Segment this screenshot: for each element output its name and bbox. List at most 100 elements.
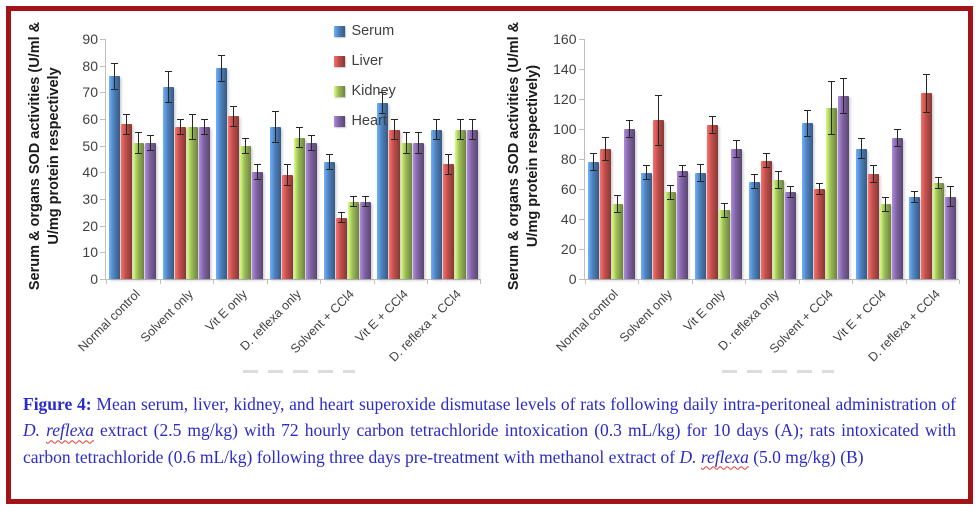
error-bar-line	[896, 130, 898, 146]
error-bar-line	[150, 136, 152, 150]
error-bar	[361, 196, 369, 207]
error-bar-line	[807, 110, 809, 136]
error-bar	[881, 196, 889, 212]
bar-serum	[909, 196, 921, 279]
legend-swatch-icon	[334, 115, 346, 127]
caption-text-2: extract (2.5 mg/kg) with 72 hourly carbo…	[23, 420, 956, 467]
x-axis-tick-mark	[798, 280, 800, 284]
error-bar	[804, 109, 812, 137]
error-bar	[164, 71, 172, 103]
error-bar-line	[179, 120, 181, 134]
bar-kidney	[347, 201, 359, 279]
bar-kidney	[718, 210, 730, 279]
y-axis-tick-label: 10	[82, 244, 98, 261]
x-axis-tick-mark	[638, 280, 640, 284]
y-axis-tick-label: 60	[560, 181, 577, 197]
y-axis-tick-mark	[100, 279, 106, 280]
bar-serum	[587, 162, 599, 279]
x-axis-tick-mark	[584, 280, 586, 284]
chart-panel-a: Serum & organs SOD activities (U/ml & U/m…	[11, 11, 490, 383]
error-bar-line	[382, 93, 384, 113]
bar-heart	[252, 172, 264, 279]
error-bar-line	[699, 164, 701, 181]
error-bar-line	[658, 95, 660, 145]
bar-liver	[174, 127, 186, 279]
error-bar	[786, 186, 794, 198]
bar-heart	[198, 127, 210, 279]
bar-heart	[623, 129, 635, 279]
error-bar-line	[394, 120, 396, 140]
bar-liver	[442, 164, 454, 279]
x-axis-tick-mark	[320, 280, 322, 284]
error-bar	[415, 132, 423, 154]
error-bar	[625, 120, 633, 138]
y-axis-title-line1: Serum & organs SOD activities (U/ml &	[505, 21, 522, 291]
x-axis-tick-mark	[266, 280, 268, 284]
error-bar-line	[860, 139, 862, 158]
legend-label: Heart	[351, 113, 387, 129]
caption-text-3: (5.0 mg/kg) (B)	[748, 446, 864, 467]
bar-heart	[359, 201, 371, 279]
bar-kidney	[665, 192, 677, 279]
y-axis-tick-label: 80	[82, 57, 98, 74]
bar-kidney	[933, 183, 945, 279]
bar-kidney	[772, 180, 784, 279]
bar-serum	[216, 68, 228, 279]
y-axis-tick-label: 30	[82, 191, 98, 207]
x-category-label: D. reflexa only	[236, 287, 304, 354]
x-category-label: Solvent + CCl4	[287, 287, 357, 357]
error-bar	[284, 164, 291, 186]
error-bar	[111, 63, 119, 90]
error-bar-line	[753, 175, 755, 188]
y-axis-tick-mark	[578, 279, 585, 280]
bar-serum	[430, 129, 442, 279]
error-bar	[135, 132, 143, 154]
y-axis-tick-mark	[578, 159, 585, 160]
error-bar	[200, 119, 208, 135]
bar-serum	[323, 161, 335, 279]
caption-species-1-genus: D.	[23, 420, 47, 441]
error-bar	[296, 127, 303, 149]
error-bar	[869, 165, 877, 183]
bar-heart	[145, 143, 157, 279]
x-axis-tick-mark	[159, 280, 161, 284]
error-bar	[337, 212, 345, 223]
error-bar	[456, 119, 464, 141]
bar-serum	[641, 172, 653, 279]
cropped-text-remnant	[243, 370, 355, 373]
caption-species-2-genus: D.	[679, 446, 701, 467]
y-axis-tick-label: 40	[560, 211, 577, 227]
charts-row: Serum & organs SOD activities (U/ml & U/m…	[11, 11, 968, 383]
error-bar	[589, 153, 597, 171]
error-bar-line	[257, 165, 259, 180]
bar-heart	[891, 138, 903, 279]
y-axis-tick-mark	[100, 39, 106, 40]
error-bar-line	[471, 120, 473, 140]
bar-kidney	[826, 108, 838, 279]
bar-liver	[653, 120, 665, 279]
error-bar-line	[843, 79, 845, 113]
error-bar	[935, 177, 943, 189]
bar-heart	[677, 171, 689, 279]
error-bar-line	[950, 187, 952, 206]
error-bar	[147, 135, 155, 151]
bar-liver	[867, 174, 879, 279]
y-axis-tick-label: 80	[560, 151, 577, 167]
error-bar	[923, 73, 931, 113]
legend-item-kidney: Kidney	[334, 83, 396, 99]
y-axis-tick-mark	[578, 69, 585, 70]
error-bar-line	[926, 74, 928, 112]
error-bar-line	[646, 166, 648, 179]
x-category-label: D. reflexa + CCl4	[865, 287, 943, 365]
y-axis-tick-label: 60	[82, 111, 98, 127]
error-bar-line	[233, 106, 235, 126]
error-bar-line	[328, 154, 330, 169]
plot-area: 0 10 20 30 40 50 60 70 80 90 Normal control Solvent…	[75, 23, 481, 364]
bar-serum	[802, 123, 814, 279]
error-bar-line	[914, 191, 916, 202]
error-bar	[840, 78, 848, 114]
error-bar-line	[287, 165, 288, 185]
bar-liver	[921, 93, 933, 279]
error-bar	[308, 135, 315, 151]
error-bar	[762, 153, 770, 168]
